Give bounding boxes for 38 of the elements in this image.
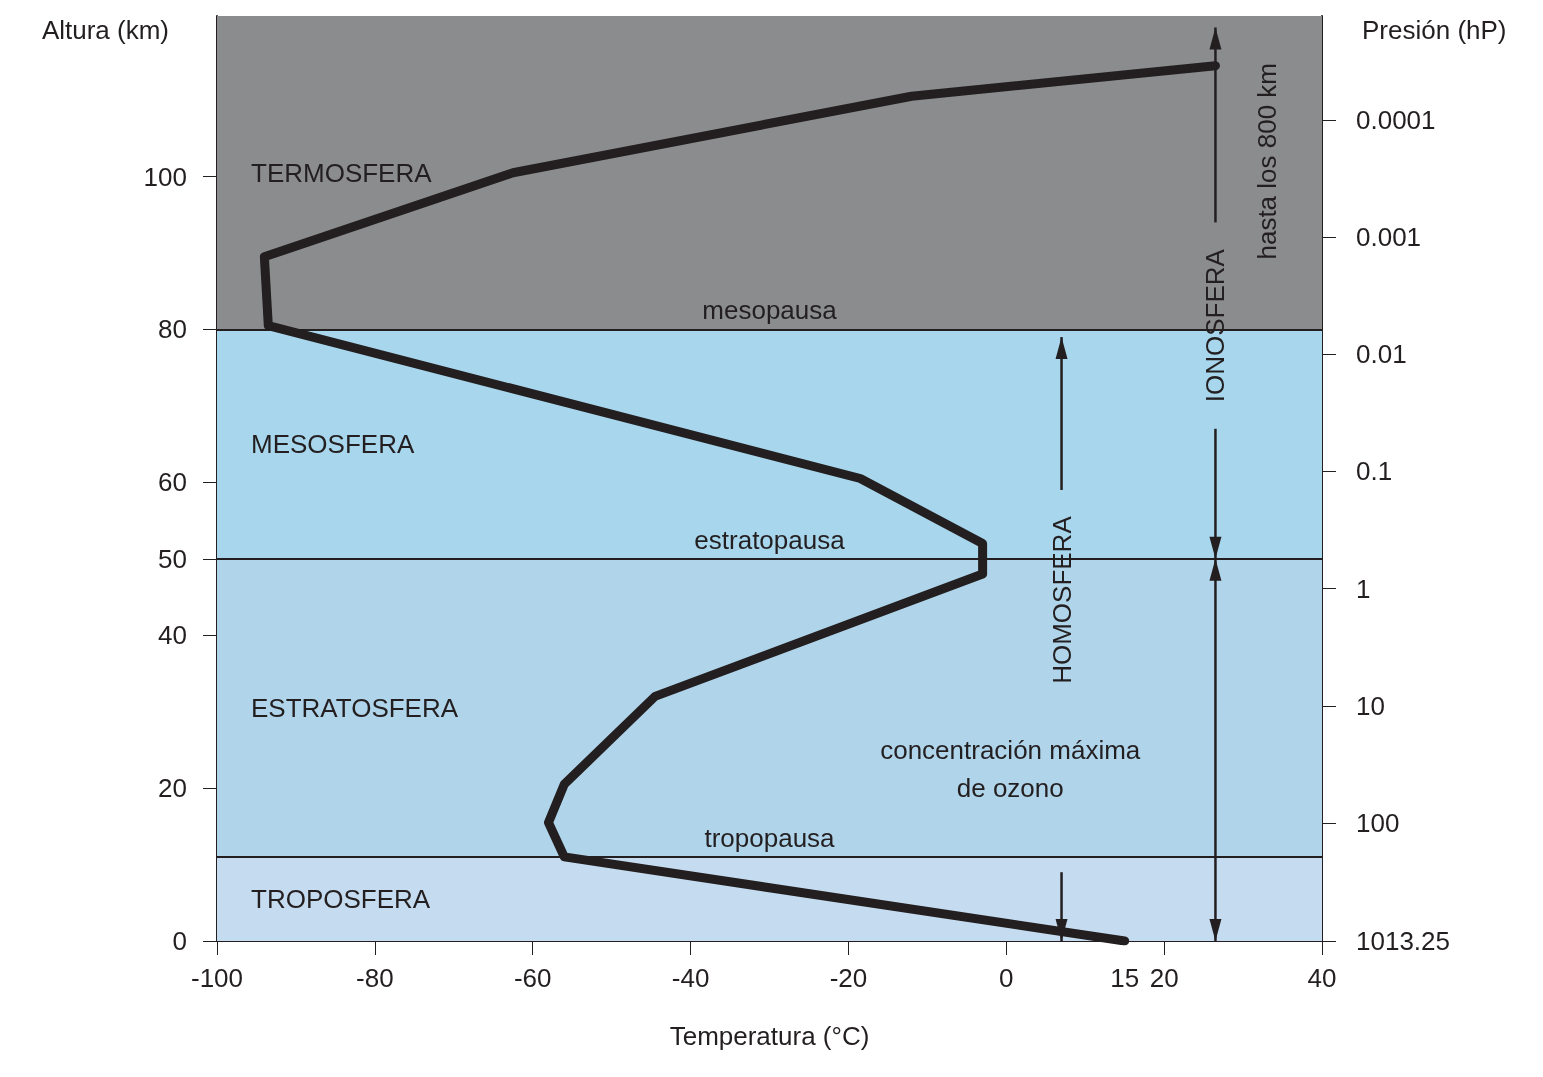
y2-tick-label: 0.01 [1356, 339, 1407, 370]
x-tick-label: -40 [671, 963, 710, 993]
x-tick-label: -60 [513, 963, 552, 993]
y2-axis-title: Presión (hP) [1362, 15, 1507, 45]
x-tick-label: 0 [999, 963, 1014, 993]
band-label: TROPOSFERA [251, 883, 431, 914]
ref-line-label: estratopausa [694, 524, 846, 555]
y-tick-label: 40 [158, 620, 187, 651]
y-tick-label: 100 [143, 161, 187, 192]
y2-tick-label: 1 [1356, 573, 1371, 604]
y2-tick-label: 1013.25 [1356, 926, 1450, 956]
x-tick-label: -100 [190, 963, 244, 993]
x-axis-title: Temperatura (°C) [669, 1021, 870, 1051]
y-tick-label: 50 [158, 543, 187, 574]
annotation: IONOSFERA [1200, 248, 1231, 403]
y-tick-label: 0 [172, 926, 187, 956]
band-label: TERMOSFERA [251, 157, 433, 188]
ref-line-label: tropopausa [704, 822, 836, 853]
annotation: hasta los 800 km [1251, 62, 1282, 260]
x-tick-label: 40 [1307, 963, 1337, 993]
y-axis-title: Altura (km) [41, 15, 169, 45]
x-tick-label: -20 [829, 963, 868, 993]
y2-tick-label: 100 [1356, 808, 1400, 839]
x-tick-label: 20 [1149, 963, 1179, 993]
band-label: ESTRATOSFERA [251, 692, 459, 723]
y2-tick-label: 0.001 [1356, 222, 1422, 253]
ref-line-label: mesopausa [702, 295, 838, 326]
y-tick-label: 60 [158, 467, 187, 498]
annotation: HOMOSFERA [1046, 515, 1077, 684]
y2-tick-label: 0.0001 [1356, 104, 1436, 135]
y-tick-label: 80 [158, 314, 187, 345]
y2-tick-label: 0.1 [1356, 456, 1393, 487]
y-tick-label: 20 [158, 773, 187, 804]
x-tick-label: 15 [1110, 963, 1140, 993]
x-tick-label: -80 [356, 963, 394, 993]
band-label: MESOSFERA [251, 429, 415, 460]
y2-tick-label: 10 [1356, 690, 1385, 721]
annotation: concentración máxima de ozono [880, 735, 1141, 803]
